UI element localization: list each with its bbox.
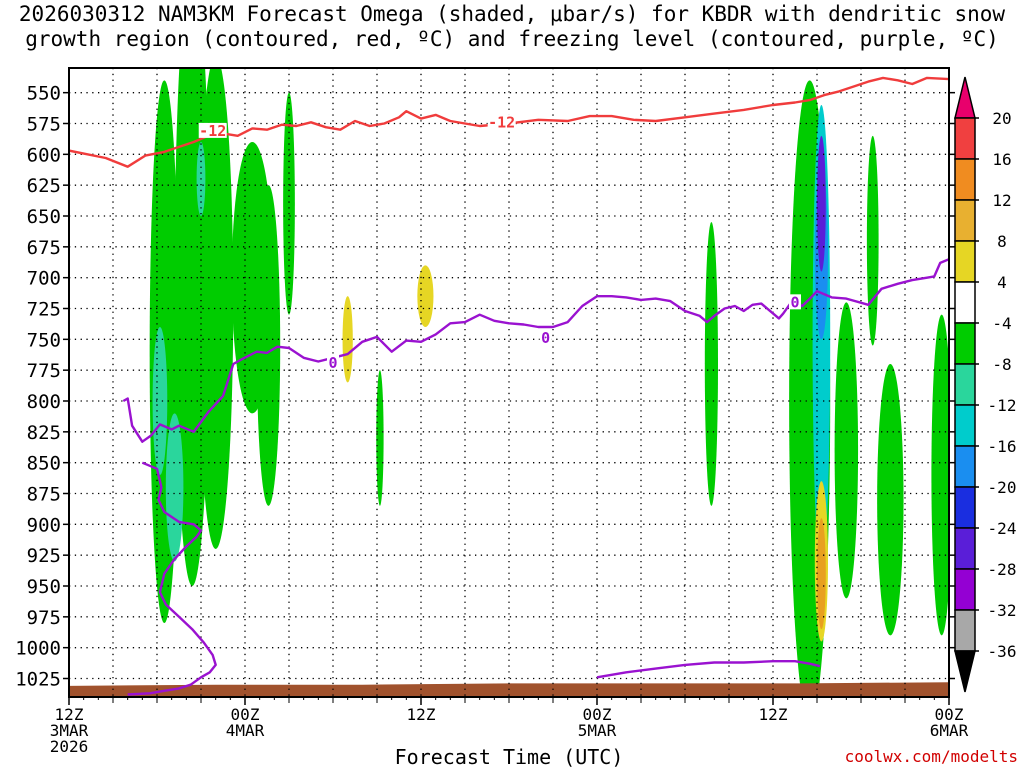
colorbar-swatch	[954, 404, 976, 447]
colorbar-label: -32	[988, 601, 1017, 620]
colorbar-label: 16	[992, 150, 1011, 169]
x-tick-label: 4MAR	[226, 721, 265, 740]
y-tick-label: 550	[27, 83, 61, 105]
omega-region-green-7	[704, 222, 719, 506]
dgz-contour-label-0: -12	[199, 122, 226, 140]
colorbar-label: -16	[988, 437, 1017, 456]
y-tick-label: 975	[27, 607, 61, 629]
colorbar-label: -24	[988, 519, 1017, 538]
x-tick-label: 00Z	[231, 705, 260, 724]
freezing-contour-label-1: 0	[541, 329, 550, 347]
y-tick-label: 700	[27, 268, 61, 290]
y-tick-label: 925	[27, 545, 61, 567]
x-tick-label: 12Z	[55, 705, 84, 724]
y-tick-label: 800	[27, 391, 61, 413]
colorbar-label: -12	[988, 396, 1017, 415]
credit-link[interactable]: coolwx.com/modelts	[844, 747, 1018, 766]
x-tick-label: 5MAR	[578, 721, 617, 740]
colorbar-swatch	[954, 240, 976, 283]
dgz-contour-label-0-bg	[198, 122, 227, 138]
y-tick-label: 775	[27, 360, 61, 382]
omega-region-green-2	[198, 68, 234, 549]
plot-area: -12 -12 0 0 0	[69, 68, 949, 697]
freezing-contour-label-1-bg	[539, 330, 552, 346]
y-tick-label: 725	[27, 299, 61, 321]
x-axis-label: Forecast Time (UTC)	[394, 745, 624, 769]
freezing-level-contour-lower	[596, 660, 821, 679]
omega-region-green-10	[866, 135, 879, 346]
colorbar-swatch	[954, 281, 976, 324]
axes: 550 575 600 625 650 675 700 725 750 775 800 825 850 8…	[15, 67, 969, 756]
y-tick-label: 1025	[15, 669, 61, 691]
x-tick-label: 2026	[50, 737, 89, 756]
y-tick-label: 625	[27, 175, 61, 197]
omega-region-green-11	[877, 364, 904, 636]
dgz-contour-label-1: -12	[488, 113, 515, 131]
x-tick-label: 00Z	[583, 705, 612, 724]
colorbar-swatch-top	[954, 76, 976, 119]
freezing-level-contour	[122, 258, 949, 443]
y-tick-label: 850	[27, 453, 61, 475]
chart-title-line-1: 2026030312 NAM3KM Forecast Omega (shaded…	[18, 2, 1006, 26]
colorbar-label: 20	[992, 109, 1011, 128]
y-tick-label: 750	[27, 329, 61, 351]
colorbar-swatch	[954, 568, 976, 611]
omega-region-teal-13	[152, 327, 168, 475]
y-tick-label: 600	[27, 144, 61, 166]
freezing-contour-label-0: 0	[328, 354, 337, 372]
colorbar-swatch	[954, 158, 976, 201]
colorbar-swatch	[954, 363, 976, 406]
omega-region-orange-22	[817, 518, 826, 630]
omega-region-green-6	[376, 370, 384, 506]
chart-title: 2026030312 NAM3KM Forecast Omega (shaded…	[0, 2, 1024, 52]
omega-region-yellow-20	[417, 265, 434, 327]
colorbar-swatch-bottom	[954, 650, 976, 693]
freezing-contour-label-0-bg	[327, 354, 339, 370]
y-tick-label: 675	[27, 237, 61, 259]
omega-region-green-12	[931, 314, 949, 636]
colorbar-label: 8	[997, 232, 1007, 251]
y-tick-label: 875	[27, 484, 61, 506]
x-tick-label: 6MAR	[930, 721, 969, 740]
y-tick-label: 825	[27, 422, 61, 444]
colorbar-label: 12	[992, 191, 1011, 210]
omega-region-indigo-18	[817, 135, 826, 272]
colorbar-swatch	[954, 445, 976, 488]
x-tick-label: 3MAR	[50, 721, 89, 740]
y-tick-label: 950	[27, 576, 61, 598]
plot-clip-group: -12 -12 0 0 0	[69, 68, 949, 697]
colorbar-swatch	[954, 322, 976, 365]
colorbar-swatch	[954, 609, 976, 652]
freezing-level-contour-left	[127, 461, 217, 696]
x-tick-label: 12Z	[759, 705, 788, 724]
colorbar-swatch	[954, 117, 976, 160]
colorbar-label: -4	[992, 314, 1011, 333]
colorbar-swatch	[954, 486, 976, 529]
y-tick-label: 1000	[15, 638, 61, 660]
y-tick-label: 650	[27, 206, 61, 228]
colorbar-label: -28	[988, 560, 1017, 579]
omega-region-green-5	[283, 92, 295, 315]
freezing-contour-label-2: 0	[790, 293, 799, 311]
colorbar-label: 4	[997, 273, 1007, 292]
x-tick-label: 00Z	[935, 705, 964, 724]
colorbar: 20 16 12 8 4 -4 -8 -12 -16 -20 -24 -28 -32 -36	[954, 76, 1017, 693]
colorbar-label: -20	[988, 478, 1017, 497]
chart-title-line-2: growth region (contoured, red, ºC) and f…	[25, 27, 999, 51]
colorbar-swatch	[954, 199, 976, 242]
y-tick-label: 900	[27, 514, 61, 536]
y-tick-label: 575	[27, 114, 61, 136]
colorbar-label: -8	[992, 355, 1011, 374]
colorbar-label: -36	[988, 642, 1017, 661]
freezing-contour-label-2-bg	[789, 294, 801, 310]
omega-region-green-4	[256, 185, 281, 506]
x-tick-label: 12Z	[407, 705, 436, 724]
dgz-contour-label-1-bg	[487, 114, 516, 130]
omega-region-green-9	[834, 302, 859, 599]
omega-region-teal-14	[165, 413, 184, 562]
colorbar-swatch	[954, 527, 976, 570]
